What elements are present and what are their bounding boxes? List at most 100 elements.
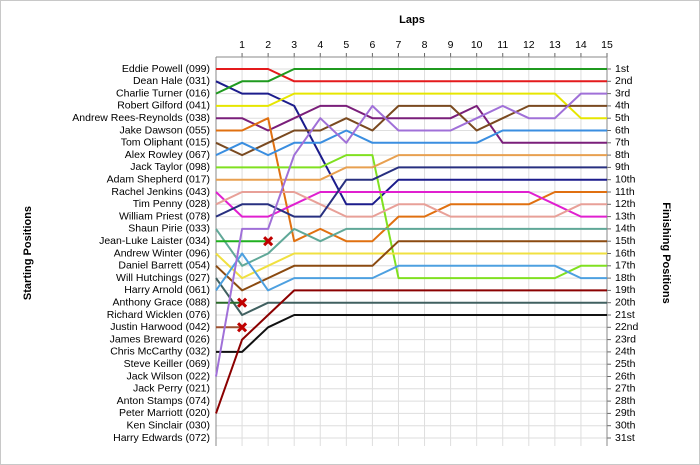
retired-marker xyxy=(237,322,248,333)
retired-marker xyxy=(263,236,274,247)
start-label: Richard Wicklen (076) xyxy=(107,309,210,321)
start-label: Harry Arnold (061) xyxy=(124,284,210,296)
lap-line xyxy=(215,166,607,218)
y2-tick-label: 22nd xyxy=(615,321,639,333)
y-axis-title: Starting Positions xyxy=(22,206,34,300)
lap-line xyxy=(215,252,607,280)
y2-tick-label: 15th xyxy=(615,235,636,247)
y2-tick-label: 28th xyxy=(615,395,636,407)
x-tick-label: 15 xyxy=(601,39,613,51)
start-label: Andrew Rees-Reynolds (038) xyxy=(72,112,210,124)
y2-tick-label: 26th xyxy=(615,370,636,382)
lap-line xyxy=(215,104,607,157)
start-label: Jack Wilson (022) xyxy=(127,370,210,382)
start-label: Peter Marriott (020) xyxy=(119,407,210,419)
start-label: Charlie Turner (016) xyxy=(116,87,210,99)
lap-line xyxy=(216,154,607,181)
x-tick-label: 13 xyxy=(549,39,561,51)
x-tick-label: 14 xyxy=(575,39,587,51)
start-label: Tom Oliphant (015) xyxy=(121,137,210,149)
y2-tick-label: 6th xyxy=(615,124,630,136)
y2-tick-label: 29th xyxy=(615,407,636,419)
start-label: Eddie Powell (099) xyxy=(122,63,210,75)
start-label: Andrew Winter (096) xyxy=(114,247,210,259)
start-label: Steve Keiller (069) xyxy=(124,358,210,370)
y2-tick-label: 31st xyxy=(615,432,635,444)
chart-title: Laps xyxy=(399,14,425,26)
x-tick-label: 12 xyxy=(523,39,535,51)
lap-line xyxy=(216,154,607,280)
x-tick-label: 4 xyxy=(317,39,323,51)
start-label: Anthony Grace (088) xyxy=(113,296,210,308)
x-tick-label: 2 xyxy=(265,39,271,51)
lap-line xyxy=(215,92,607,377)
start-label: Harry Edwards (072) xyxy=(113,432,210,444)
x-tick-label: 9 xyxy=(448,39,454,51)
x-tick-label: 8 xyxy=(422,39,428,51)
x-tick-label: 10 xyxy=(471,39,483,51)
lap-line xyxy=(215,227,607,267)
y2-tick-label: 7th xyxy=(615,137,630,149)
lap-line xyxy=(215,129,607,157)
start-label: William Priest (078) xyxy=(119,210,210,222)
y2-tick-label: 20th xyxy=(615,296,636,308)
y2-tick-label: 30th xyxy=(615,419,636,431)
start-label: Will Hutchings (027) xyxy=(116,272,210,284)
y2-tick-label: 8th xyxy=(615,149,630,161)
start-label: Robert Gilford (041) xyxy=(117,100,210,112)
y2-tick-label: 5th xyxy=(615,112,630,124)
start-label: Alex Rowley (067) xyxy=(125,149,210,161)
y2-tick-label: 14th xyxy=(615,223,636,235)
start-label: Tim Penny (028) xyxy=(133,198,210,210)
y2-tick-label: 18th xyxy=(615,272,636,284)
start-label: Adam Shepherd (017) xyxy=(107,173,210,185)
y2-tick-label: 23rd xyxy=(615,333,636,345)
y2-tick-label: 9th xyxy=(615,161,630,173)
y2-tick-label: 25th xyxy=(615,358,636,370)
start-label: James Breward (026) xyxy=(110,333,210,345)
y2-tick-label: 13th xyxy=(615,210,636,222)
y2-tick-label: 21st xyxy=(615,309,635,321)
y2-tick-label: 24th xyxy=(615,346,636,358)
lap-line xyxy=(215,240,607,292)
x-tick-label: 1 xyxy=(239,39,245,51)
x-tick-label: 3 xyxy=(291,39,297,51)
retired-marker xyxy=(237,297,248,308)
y2-tick-label: 10th xyxy=(615,173,636,185)
y2-tick-label: 16th xyxy=(615,247,636,259)
lap-line xyxy=(216,314,607,353)
start-label: Chris McCarthy (032) xyxy=(110,346,210,358)
start-label: Jack Taylor (098) xyxy=(130,161,210,173)
y2-tick-label: 19th xyxy=(615,284,636,296)
start-label: Dean Hale (031) xyxy=(133,75,210,87)
lap-line xyxy=(215,68,607,95)
start-label: Anton Stamps (074) xyxy=(117,395,210,407)
start-label: Jean-Luke Laister (034) xyxy=(99,235,210,247)
start-label: Jack Perry (021) xyxy=(133,383,210,395)
y2-tick-label: 11th xyxy=(615,186,635,198)
x-tick-label: 7 xyxy=(396,39,402,51)
lap-line xyxy=(215,289,607,414)
start-label: Justin Harwood (042) xyxy=(110,321,210,333)
y2-tick-label: 17th xyxy=(615,260,636,272)
x-tick-label: 5 xyxy=(343,39,349,51)
y2-tick-label: 3rd xyxy=(615,87,630,99)
lap-line xyxy=(216,92,607,120)
y2-tick-label: 4th xyxy=(615,100,630,112)
start-label: Rachel Jenkins (043) xyxy=(111,186,210,198)
start-label: Daniel Barrett (054) xyxy=(118,260,210,272)
x-tick-label: 6 xyxy=(369,39,375,51)
y2-axis-title: Finishing Positions xyxy=(660,202,672,303)
start-label: Jake Dawson (055) xyxy=(120,124,210,136)
y2-tick-label: 1st xyxy=(615,63,629,75)
start-label: Shaun Pirie (033) xyxy=(128,223,210,235)
y2-tick-label: 2nd xyxy=(615,75,633,87)
start-label: Ken Sinclair (030) xyxy=(127,419,210,431)
y2-tick-label: 12th xyxy=(615,198,636,210)
y2-tick-label: 27th xyxy=(615,383,636,395)
x-tick-label: 11 xyxy=(497,39,508,51)
lap-line xyxy=(215,252,607,292)
lap-line xyxy=(216,104,607,144)
